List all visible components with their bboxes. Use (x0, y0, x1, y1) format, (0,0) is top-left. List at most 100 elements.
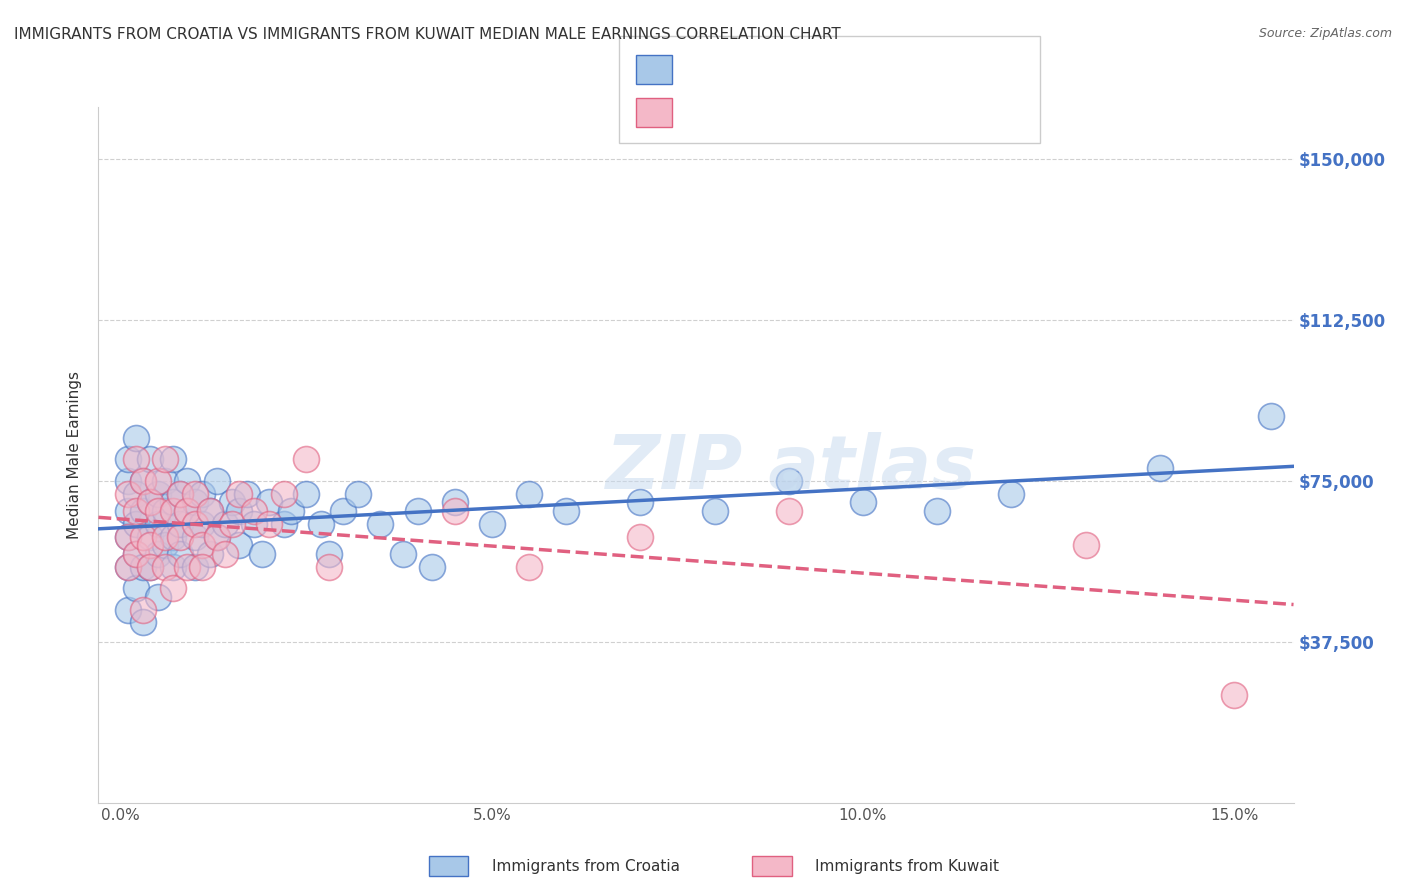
Point (273, 486, 295, 500)
Point (169, 516, 191, 531)
Point (132, 559, 155, 574)
Point (280, 504, 302, 518)
Point (332, 504, 354, 518)
Point (347, 486, 370, 500)
Point (295, 486, 318, 500)
Point (139, 495, 162, 509)
Point (927, 504, 949, 518)
Point (146, 504, 169, 518)
Point (124, 431, 146, 445)
Point (162, 581, 184, 595)
Point (132, 504, 155, 518)
Point (198, 504, 221, 518)
Point (243, 504, 266, 518)
Point (191, 516, 214, 531)
Point (117, 474, 139, 488)
Point (117, 529, 139, 543)
Point (1074, 538, 1097, 552)
Point (155, 538, 177, 552)
Point (214, 516, 236, 531)
Point (184, 529, 207, 543)
Point (155, 452, 177, 467)
Point (228, 504, 250, 518)
Point (228, 538, 250, 552)
Point (191, 538, 214, 552)
Point (257, 495, 280, 509)
Point (184, 495, 207, 509)
Point (703, 504, 725, 518)
Point (132, 474, 155, 488)
Text: N =: N = (815, 60, 855, 78)
Point (169, 486, 191, 500)
Point (198, 504, 221, 518)
Point (155, 474, 177, 488)
Point (221, 516, 243, 531)
Point (117, 504, 139, 518)
Text: 0.032: 0.032 (735, 103, 792, 120)
Point (139, 559, 162, 574)
Point (124, 547, 146, 561)
Point (176, 504, 198, 518)
Point (1260, 409, 1282, 424)
Point (370, 516, 392, 531)
Point (391, 547, 413, 561)
Point (205, 474, 228, 488)
Point (117, 486, 139, 500)
Point (162, 559, 184, 574)
Point (162, 495, 184, 509)
Point (184, 486, 207, 500)
Point (228, 486, 250, 500)
Point (117, 529, 139, 543)
FancyBboxPatch shape (636, 98, 672, 127)
Text: 43: 43 (865, 103, 890, 120)
Point (124, 486, 146, 500)
Text: Immigrants from Croatia: Immigrants from Croatia (492, 859, 681, 874)
Point (162, 504, 184, 518)
Point (117, 602, 139, 616)
Point (422, 559, 444, 574)
Text: 75: 75 (865, 60, 890, 78)
Point (155, 504, 177, 518)
Point (146, 486, 169, 500)
Point (146, 474, 169, 488)
Point (221, 495, 243, 509)
Point (117, 559, 139, 574)
Point (117, 559, 139, 574)
Point (132, 529, 155, 543)
Point (146, 547, 169, 561)
Point (176, 504, 198, 518)
Text: N =: N = (815, 103, 855, 120)
Point (628, 529, 651, 543)
Point (443, 495, 465, 509)
Point (184, 559, 207, 574)
Point (139, 559, 162, 574)
Point (273, 516, 295, 531)
Point (778, 474, 800, 488)
Point (205, 529, 228, 543)
Y-axis label: Median Male Earnings: Median Male Earnings (67, 371, 83, 539)
Point (236, 486, 259, 500)
Point (124, 581, 146, 595)
Point (309, 516, 332, 531)
Point (318, 547, 340, 561)
Point (243, 516, 266, 531)
Point (124, 452, 146, 467)
Point (124, 516, 146, 531)
Point (176, 559, 198, 574)
Text: IMMIGRANTS FROM CROATIA VS IMMIGRANTS FROM KUWAIT MEDIAN MALE EARNINGS CORRELATI: IMMIGRANTS FROM CROATIA VS IMMIGRANTS FR… (14, 27, 841, 42)
Point (1000, 486, 1022, 500)
Point (257, 516, 280, 531)
Point (169, 529, 191, 543)
Point (139, 452, 162, 467)
Point (318, 559, 340, 574)
FancyBboxPatch shape (619, 36, 1040, 143)
Point (169, 547, 191, 561)
Point (162, 452, 184, 467)
Point (250, 547, 273, 561)
Point (124, 504, 146, 518)
Point (205, 529, 228, 543)
Point (778, 504, 800, 518)
Point (198, 547, 221, 561)
Text: ZIP atlas: ZIP atlas (606, 433, 977, 506)
Point (406, 504, 429, 518)
